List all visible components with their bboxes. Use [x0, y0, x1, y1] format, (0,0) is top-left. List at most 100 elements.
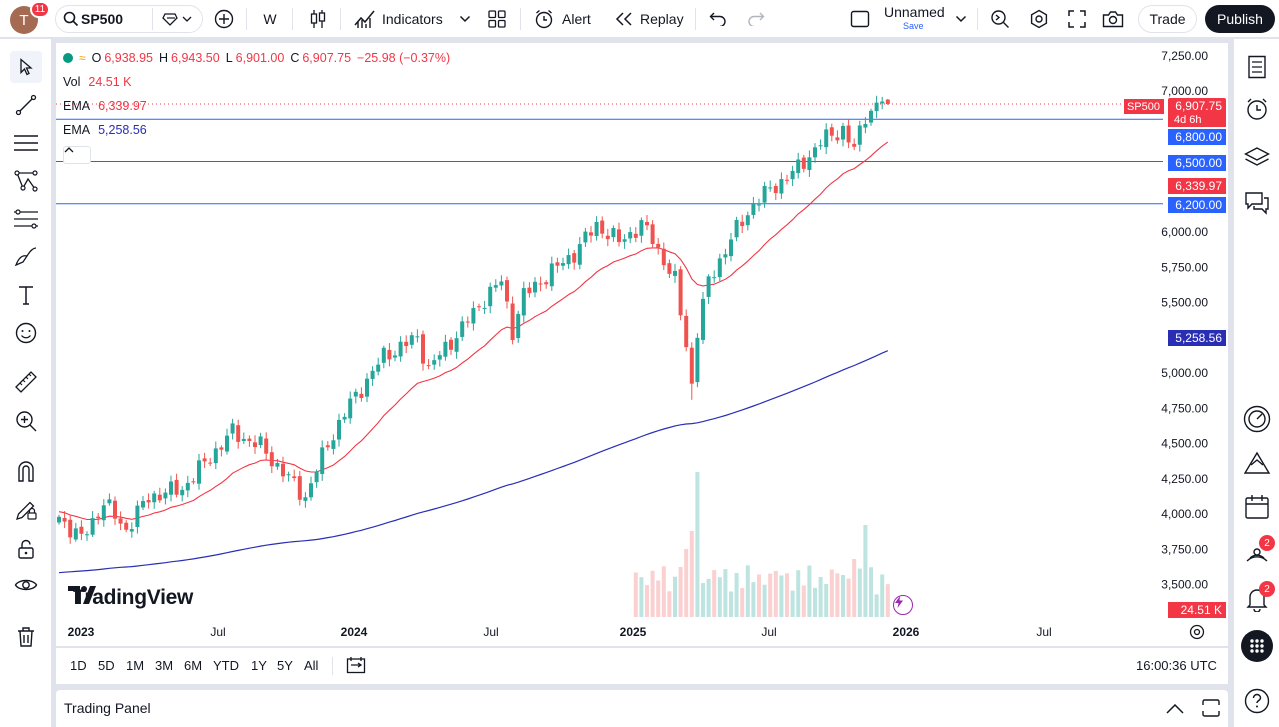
indicators-icon[interactable]: [353, 4, 377, 34]
chevron-down-icon[interactable]: [457, 4, 473, 34]
drawing-lock-pencil-icon[interactable]: [10, 494, 42, 526]
candle-body: [471, 308, 476, 324]
compare-symbol-icon[interactable]: [161, 4, 193, 34]
layout-square-icon[interactable]: [849, 4, 871, 34]
range-1y[interactable]: 1Y: [251, 658, 267, 673]
candle-body: [141, 501, 145, 508]
undo-icon[interactable]: [707, 4, 729, 34]
candle-body: [499, 281, 504, 286]
layout-save-status[interactable]: Save: [903, 21, 924, 31]
candle-body: [813, 147, 817, 158]
candle-body: [353, 391, 358, 397]
volume-legend[interactable]: Vol 24.51 K: [63, 75, 131, 89]
clock-time[interactable]: 16:00:36 UTC: [1136, 658, 1217, 673]
alert-button[interactable]: Alert: [562, 11, 591, 27]
redo-icon[interactable]: [745, 4, 767, 34]
ideas-target-icon[interactable]: [1241, 403, 1273, 435]
symbol-search[interactable]: [55, 5, 203, 33]
candle-body: [510, 303, 515, 341]
range-6m[interactable]: 6M: [184, 658, 203, 673]
candles-icon[interactable]: [306, 4, 330, 34]
interval-button[interactable]: W: [263, 11, 277, 27]
candle-body: [152, 493, 157, 503]
candle-body: [409, 335, 414, 345]
range-all[interactable]: All: [304, 658, 319, 673]
candle-body: [790, 170, 795, 180]
watermark-text: TradingView: [73, 586, 194, 609]
range-1d[interactable]: 1D: [70, 658, 87, 673]
candle-body: [527, 287, 532, 294]
chevron-down-icon[interactable]: [953, 4, 969, 34]
chevron-up-icon[interactable]: [1166, 702, 1184, 717]
candle-body: [359, 393, 364, 399]
pattern-icon[interactable]: [10, 165, 42, 197]
object-tree-icon[interactable]: [1241, 141, 1273, 173]
volume-bar: [762, 584, 767, 617]
tradingview-watermark[interactable]: TradingView: [68, 586, 193, 610]
candle-body: [404, 341, 409, 347]
layout-name[interactable]: Unnamed: [884, 4, 945, 20]
volume-bar: [880, 574, 885, 617]
trading-panel-label[interactable]: Trading Panel: [64, 700, 151, 716]
maximize-panel-icon[interactable]: [1202, 699, 1220, 720]
event-lightning-icon[interactable]: [893, 595, 913, 615]
range-5d[interactable]: 5D: [98, 658, 115, 673]
trend-line-icon[interactable]: [10, 89, 42, 121]
alert-clock-icon[interactable]: [532, 4, 556, 34]
settings-icon[interactable]: [1027, 4, 1051, 34]
camera-icon[interactable]: [1101, 4, 1125, 34]
candle-body: [230, 423, 235, 434]
candle-body: [869, 110, 873, 123]
price-chart-canvas[interactable]: 7,250.00 7,000.00 6,000.00 5,750.00 5,500.00…: [56, 43, 1228, 646]
quick-search-icon[interactable]: [988, 4, 1012, 34]
candle-body: [555, 262, 560, 266]
horizontal-lines-icon[interactable]: [10, 127, 42, 159]
fib-retracement-icon[interactable]: [10, 203, 42, 235]
lock-icon[interactable]: [10, 533, 42, 565]
ema-slow-legend[interactable]: EMA 5,258.56: [63, 123, 147, 137]
goto-date-icon[interactable]: [346, 656, 366, 677]
volume-value: 24.51 K: [88, 75, 132, 89]
fullscreen-icon[interactable]: [1065, 4, 1089, 34]
range-5y[interactable]: 5Y: [277, 658, 293, 673]
add-symbol-icon[interactable]: [212, 4, 236, 34]
eye-icon[interactable]: [10, 569, 42, 601]
replay-icon[interactable]: [613, 4, 635, 34]
signals-icon[interactable]: [1241, 535, 1273, 567]
magnet-icon[interactable]: [10, 455, 42, 487]
ruler-icon[interactable]: [10, 366, 42, 398]
ema-fast-legend[interactable]: EMA 6,339.97: [63, 99, 147, 113]
templates-icon[interactable]: [485, 4, 509, 34]
cursor-icon[interactable]: [10, 51, 42, 83]
publish-button[interactable]: Publish: [1205, 5, 1275, 33]
watchlist-icon[interactable]: [1241, 51, 1273, 83]
emoji-icon[interactable]: [10, 317, 42, 349]
candle-body: [454, 338, 459, 352]
text-icon[interactable]: [10, 279, 42, 311]
candle-body: [124, 522, 129, 530]
candle-body: [796, 159, 801, 174]
replay-button[interactable]: Replay: [640, 11, 684, 27]
chat-icon[interactable]: [1241, 187, 1273, 219]
pine-editor-icon[interactable]: [1241, 447, 1273, 479]
bell-badge: 2: [1259, 581, 1275, 597]
open-value: 6,938.95: [104, 51, 153, 65]
brush-icon[interactable]: [10, 241, 42, 273]
calendar-icon[interactable]: [1241, 491, 1273, 523]
alerts-clock-icon[interactable]: [1241, 93, 1273, 125]
symbol-name[interactable]: SP500: [81, 11, 124, 27]
zoom-in-icon[interactable]: [10, 405, 42, 437]
chart-pane[interactable]: 7,250.00 7,000.00 6,000.00 5,750.00 5,500.00…: [56, 43, 1228, 646]
help-icon[interactable]: [1241, 685, 1273, 717]
apps-grid-button[interactable]: [1241, 630, 1273, 662]
range-3m[interactable]: 3M: [155, 658, 174, 673]
collapse-legend-button[interactable]: [63, 146, 91, 164]
range-ytd[interactable]: YTD: [213, 658, 239, 673]
indicators-button[interactable]: Indicators: [382, 11, 443, 27]
range-1m[interactable]: 1M: [126, 658, 145, 673]
candle-body: [650, 224, 655, 245]
trade-button[interactable]: Trade: [1138, 5, 1197, 33]
candle-body: [247, 438, 252, 441]
trash-icon[interactable]: [10, 621, 42, 653]
candle-body: [68, 519, 73, 538]
